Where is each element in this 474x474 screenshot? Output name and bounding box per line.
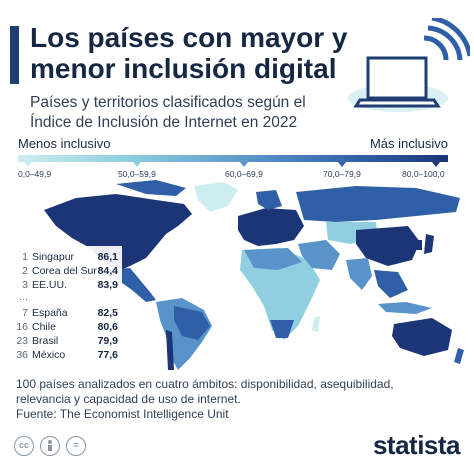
map-scandinavia (256, 190, 282, 210)
map-arctic-islands (116, 180, 186, 196)
map-new-zealand (454, 348, 464, 364)
rank-score: 77,6 (97, 349, 118, 361)
rank-number: 3 (22, 279, 28, 291)
map-india (346, 258, 372, 290)
equals-icon[interactable]: = (66, 436, 86, 456)
map-australia (392, 318, 452, 356)
footnote-line: 100 países analizados en cuatro ámbitos:… (16, 377, 394, 391)
rank-country: España (32, 307, 68, 319)
rank-number: 23 (16, 335, 28, 347)
map-south-africa (270, 320, 294, 338)
rank-country: México (32, 349, 66, 361)
person-icon[interactable] (40, 436, 60, 456)
map-chile (166, 330, 174, 370)
legend-left-label: Menos inclusivo (18, 136, 111, 151)
rank-ellipsis: ... (19, 291, 28, 303)
rank-number: 16 (16, 321, 28, 333)
ranking-row: 3 EE.UU. 83,9 (6, 278, 122, 292)
ranking-row: 36 México 77,6 (6, 348, 122, 362)
legend-tick (240, 162, 248, 167)
map-indonesia (378, 302, 432, 314)
rank-number: 36 (16, 349, 28, 361)
legend-range: 0,0–49,9 (18, 169, 52, 179)
rank-score: 79,9 (97, 335, 118, 347)
map-middle-east (298, 240, 340, 270)
ranking-row: ... (6, 290, 122, 304)
ranking-row: 16 Chile 80,6 (6, 320, 122, 334)
map-china (356, 226, 420, 266)
source-line: Fuente: The Economist Intelligence Unit (16, 407, 229, 421)
footnote: 100 países analizados en cuatro ámbitos:… (16, 377, 456, 422)
ranking-row: 23 Brasil 79,9 (6, 334, 122, 348)
legend-tick (432, 162, 440, 167)
map-greenland (194, 182, 238, 212)
page-title: Los países con mayor y menor inclusión d… (30, 22, 348, 84)
legend-tick (338, 162, 346, 167)
map-southeast-asia (374, 270, 408, 298)
ranking-row: 7 España 82,5 (6, 306, 122, 320)
rank-score: 83,9 (97, 279, 118, 291)
rank-score: 84,4 (97, 265, 118, 277)
rank-country: Corea del Sur (32, 265, 97, 277)
ranking-row: 1 Singapur 86,1 (6, 250, 122, 264)
legend-range: 50,0–59,9 (118, 169, 156, 179)
map-japan (424, 234, 434, 254)
legend-tick (133, 162, 141, 167)
statista-logo[interactable]: statista (372, 430, 461, 460)
ranking-box: 1 Singapur 86,1 2 Corea del Sur 84,4 3 E… (6, 246, 122, 366)
map-madagascar (312, 316, 320, 332)
rank-number: 7 (22, 307, 28, 319)
rank-country: Brasil (32, 335, 59, 347)
map-russia (296, 186, 460, 222)
license-icons: cc = (14, 436, 86, 458)
footnote-line: relevancia y capacidad de uso de interne… (16, 392, 241, 406)
ranking-row: 2 Corea del Sur 84,4 (6, 264, 122, 278)
legend-range: 60,0–69,9 (225, 169, 263, 179)
laptop-wifi-icon (348, 18, 470, 112)
map-europe (238, 208, 304, 246)
map-africa (240, 248, 320, 340)
legend-right-label: Más inclusivo (369, 136, 448, 151)
map-korea (416, 240, 422, 250)
map-brazil (174, 306, 210, 340)
legend-tick (24, 162, 32, 167)
rank-number: 2 (22, 265, 28, 277)
map-north-africa (244, 248, 302, 270)
rank-score: 82,5 (97, 307, 118, 319)
legend-range: 70,0–79,9 (323, 169, 361, 179)
rank-score: 80,6 (97, 321, 118, 333)
map-north-america (44, 194, 192, 272)
title-accent-bar (10, 26, 19, 84)
legend-gradient (18, 155, 448, 162)
legend-range: 80,0–100,0 (402, 169, 445, 179)
world-map (44, 180, 464, 370)
rank-number: 1 (22, 251, 28, 263)
legend: Menos inclusivo Más inclusivo 0,0–49,9 5… (18, 136, 448, 182)
cc-icon[interactable]: cc (14, 436, 34, 456)
page-subtitle: Países y territorios clasificados según … (30, 94, 306, 131)
rank-country: Singapur (32, 251, 75, 263)
rank-score: 86,1 (97, 251, 118, 263)
rank-country: EE.UU. (32, 279, 68, 291)
rank-country: Chile (32, 321, 56, 333)
